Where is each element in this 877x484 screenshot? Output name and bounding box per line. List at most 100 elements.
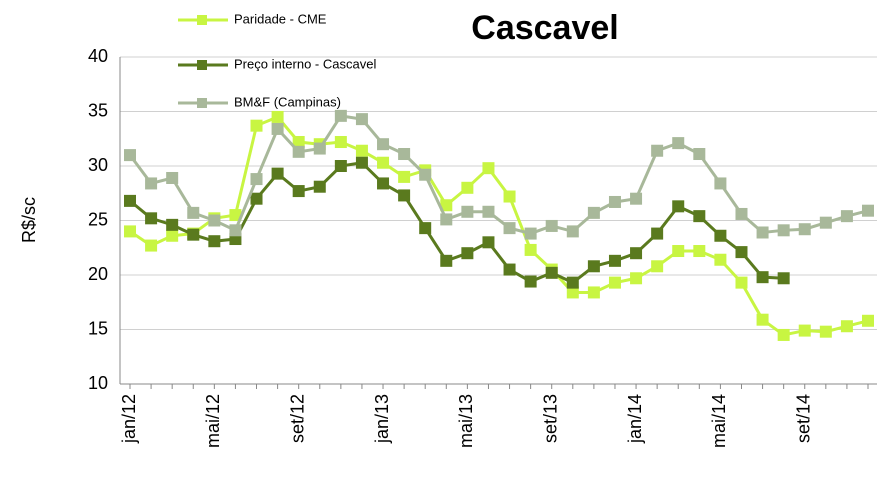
point	[419, 168, 432, 181]
point	[798, 324, 811, 337]
point	[503, 263, 516, 276]
point	[187, 206, 200, 219]
point	[145, 239, 158, 252]
point	[398, 170, 411, 183]
point	[292, 185, 305, 198]
legend-marker	[197, 15, 207, 25]
point	[355, 156, 368, 169]
x-tick-label: mai/13	[456, 394, 476, 448]
legend-marker	[197, 98, 207, 108]
point	[482, 236, 495, 249]
point	[419, 222, 432, 235]
point	[334, 136, 347, 149]
point	[672, 200, 685, 213]
point	[482, 205, 495, 218]
point	[714, 229, 727, 242]
y-tick-label: 30	[88, 155, 108, 175]
point	[208, 214, 221, 227]
point	[587, 260, 600, 273]
point	[166, 171, 179, 184]
point	[672, 137, 685, 150]
point	[819, 325, 832, 338]
point	[482, 162, 495, 175]
point	[124, 149, 136, 162]
series-line	[129, 161, 784, 285]
point	[461, 247, 474, 260]
point	[714, 253, 727, 266]
point	[440, 199, 453, 212]
series-line	[129, 115, 869, 337]
point	[124, 225, 136, 238]
x-tick-label: set/13	[540, 394, 560, 443]
point	[840, 320, 853, 333]
point	[313, 180, 326, 193]
x-tick-label: jan/14	[625, 394, 645, 444]
x-tick-label: mai/14	[709, 394, 729, 448]
point	[735, 246, 748, 259]
point	[124, 194, 136, 207]
point	[229, 209, 242, 222]
point	[398, 189, 411, 202]
point	[651, 227, 664, 240]
point	[145, 177, 158, 190]
point	[271, 122, 284, 135]
point	[271, 167, 284, 180]
point	[735, 276, 748, 289]
y-tick-label: 10	[88, 373, 108, 393]
point	[440, 213, 453, 226]
y-tick-label: 25	[88, 209, 108, 229]
point	[377, 138, 390, 151]
legend-label: Preço interno - Cascavel	[234, 56, 376, 71]
point	[166, 229, 179, 242]
point	[503, 190, 516, 203]
point	[440, 254, 453, 267]
point	[377, 177, 390, 190]
point	[693, 148, 706, 161]
point	[334, 160, 347, 172]
point	[250, 173, 263, 186]
x-tick-label: jan/12	[119, 394, 139, 444]
point	[714, 177, 727, 190]
point	[777, 224, 790, 237]
series-line	[128, 114, 869, 236]
point	[566, 286, 579, 299]
point	[756, 226, 769, 239]
point	[355, 144, 368, 157]
x-tick-label: jan/13	[372, 394, 392, 444]
point	[566, 276, 579, 289]
point	[524, 227, 537, 240]
point	[693, 210, 706, 223]
x-tick-label: set/14	[793, 394, 813, 443]
point	[630, 272, 643, 285]
point	[208, 235, 221, 248]
point	[524, 275, 537, 288]
point	[250, 192, 263, 205]
point	[398, 148, 411, 161]
point	[608, 276, 621, 289]
point	[693, 245, 706, 258]
point	[292, 145, 305, 158]
point	[355, 113, 368, 126]
point	[862, 314, 874, 327]
legend-label: BM&F (Campinas)	[234, 94, 341, 109]
point	[840, 210, 853, 223]
point	[735, 207, 748, 220]
legend-marker	[197, 60, 207, 70]
point	[166, 218, 179, 231]
point	[777, 272, 790, 285]
point	[587, 286, 600, 299]
point	[461, 205, 474, 218]
point	[798, 223, 811, 236]
point	[630, 192, 643, 205]
point	[377, 156, 390, 169]
y-tick-label: 15	[88, 318, 108, 338]
point	[651, 144, 664, 157]
y-tick-label: 20	[88, 264, 108, 284]
point	[271, 110, 284, 123]
x-tick-label: set/12	[287, 394, 307, 443]
legend-label: Paridade - CME	[234, 11, 327, 26]
point	[461, 181, 474, 194]
point	[587, 206, 600, 219]
point	[862, 204, 874, 217]
